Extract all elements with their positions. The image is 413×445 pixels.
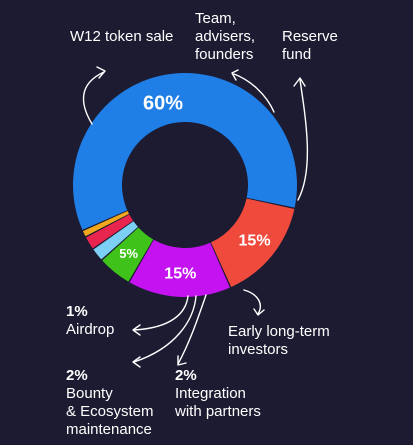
slice-reserve-fund: [129, 239, 230, 297]
arrow-reserve: [297, 79, 309, 201]
slice-integration-with-partners: [93, 221, 138, 260]
label-reserve: Reserve fund: [282, 28, 338, 63]
label-token-sale: W12 token sale: [70, 28, 174, 45]
arrow-integration: [177, 294, 207, 365]
slice-airdrop: [82, 210, 129, 237]
integration-percent: 2%: [175, 367, 197, 384]
slice-label-1: 60%: [143, 92, 183, 114]
arrowhead-airdrop: [132, 324, 141, 336]
label-integration: Integration with partners: [175, 385, 261, 420]
arrowhead-team: [231, 69, 239, 81]
slice-team-advisers-founders: [210, 198, 295, 288]
slice-w12-token-sale: [73, 73, 297, 230]
arrowhead-integration: [177, 355, 187, 366]
slice-label-3: 15%: [164, 266, 196, 283]
arrow-team: [233, 73, 275, 113]
arrow-airdrop: [133, 295, 189, 331]
callout-arrows: [82, 66, 309, 368]
chart-slices: [73, 73, 297, 297]
label-airdrop: Airdrop: [66, 321, 115, 338]
slice-bounty-ecosystem-maintenance: [86, 214, 134, 249]
airdrop-percent: 1%: [66, 303, 88, 320]
arrowhead-bounty: [132, 356, 141, 368]
arrowhead-reserve: [293, 77, 306, 87]
slice-label-2: 15%: [239, 233, 271, 250]
arrow-bounty: [133, 295, 197, 363]
bounty-percent: 2%: [66, 367, 88, 384]
arrowhead-token-sale: [96, 66, 106, 79]
label-early-investors: Early long-term investors: [228, 323, 330, 358]
arrowhead-early-investors: [253, 308, 265, 316]
arrow-early-investors: [243, 289, 262, 315]
arrow-token-sale: [82, 71, 105, 125]
label-team: Team, advisers, founders: [195, 10, 256, 63]
slice-label-4: 5%: [119, 246, 138, 261]
chart-slice-labels: 60% 15% 15% 5%: [119, 92, 270, 282]
label-bounty: Bounty & Ecosystem maintenance: [66, 385, 154, 438]
slice-early-long-term-investors: [102, 227, 154, 282]
